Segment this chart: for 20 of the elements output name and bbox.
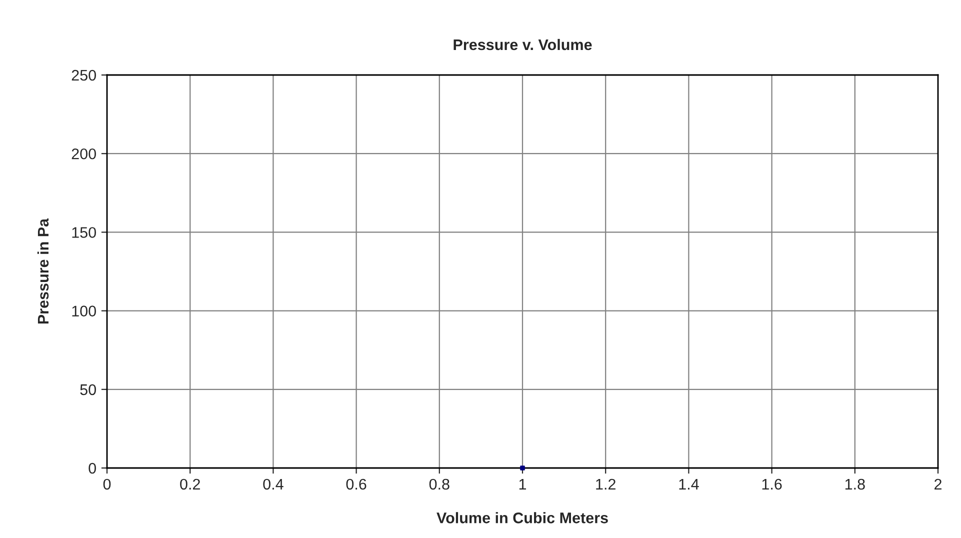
x-tick-label: 1	[519, 478, 526, 490]
y-tick-label: 150	[72, 227, 96, 238]
x-tick-label: 0.4	[263, 478, 284, 490]
y-tick-label: 0	[88, 462, 96, 474]
x-tick-label: 2	[934, 478, 942, 490]
x-axis-title: Volume in Cubic Meters	[436, 512, 608, 524]
x-tick-label: 1.6	[762, 478, 782, 490]
x-tick-label: 0.6	[346, 478, 366, 490]
y-tick-label: 100	[72, 306, 96, 316]
y-axis-title: Pressure in Pa	[37, 218, 49, 324]
x-tick-label: 0.2	[180, 478, 200, 490]
y-tick-label: 50	[80, 384, 96, 396]
x-tick-label: 1.2	[596, 478, 616, 490]
chart-title: Pressure v. Volume	[454, 38, 592, 50]
x-tick-label: 1.8	[845, 478, 865, 490]
y-tick-label: 200	[72, 148, 96, 160]
x-tick-label: 0	[103, 478, 111, 490]
y-tick-label: 250	[72, 70, 96, 81]
x-tick-label: 0.8	[429, 478, 450, 490]
x-tick-label: 1.4	[679, 478, 699, 490]
